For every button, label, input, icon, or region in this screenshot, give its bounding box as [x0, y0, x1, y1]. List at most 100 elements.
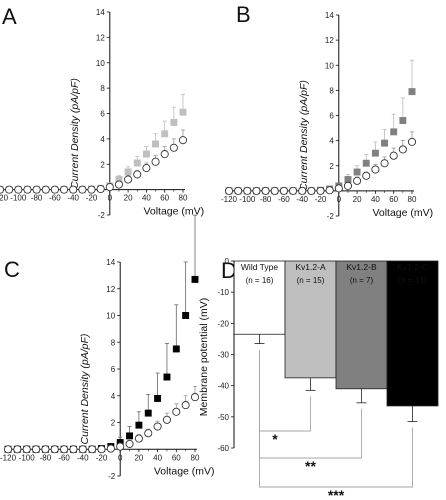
y-tick-label: 6 [100, 110, 105, 119]
y-axis-title: Current Density (pA/pF) [79, 334, 91, 445]
x-tick-label: 80 [408, 195, 417, 204]
x-tick-label: -100 [239, 195, 256, 204]
data-point-square [390, 128, 398, 136]
n-count-label: (n = 16) [246, 276, 274, 285]
y-axis-title: Current Density (pA/pF) [298, 80, 310, 191]
data-point-square [170, 118, 178, 126]
data-point-circle [142, 164, 151, 173]
x-tick-label: -60 [58, 453, 70, 462]
data-point-circle [23, 185, 32, 194]
data-point-circle [371, 165, 380, 174]
y-tick-label: 4 [329, 137, 334, 146]
panel-a: A -120-100 -80 -60 -40 -20 0 20 40 60 80 -2 2 4 6 8 10 1… [0, 4, 204, 220]
x-tick-label: -20 [86, 194, 98, 203]
panel-c: C -120 -100 -80 -60 -40 -20 0 20 40 60 80 -2 2 4 6 8 10 1… [0, 214, 215, 481]
data-point-circle [162, 415, 171, 424]
y-tick-label: 6 [329, 112, 334, 121]
data-point-circle [22, 445, 31, 454]
x-tick-label: -80 [31, 194, 43, 203]
y-tick-label: 14 [325, 11, 334, 20]
y-tick-label: 8 [329, 86, 334, 95]
data-point-square [182, 312, 190, 319]
y-tick-label: -2 [108, 472, 116, 481]
x-tick-label: 40 [142, 194, 151, 203]
data-point-square [399, 117, 407, 124]
y-tick-label: 8 [100, 84, 105, 93]
data-point-square [163, 373, 171, 381]
n-count-label: (n = 7) [350, 276, 374, 285]
category-label: Kv1.2-C [397, 262, 428, 272]
x-axis-title: Voltage (mV) [154, 465, 215, 477]
y-tick-label: 12 [106, 285, 115, 294]
x-tick-label: -40 [77, 453, 89, 462]
data-point-circle [407, 137, 417, 146]
significance-label: ** [305, 458, 316, 474]
data-point-circle [325, 186, 334, 195]
data-point-circle [224, 186, 234, 195]
data-point-circle [41, 185, 50, 194]
data-point-square [381, 139, 389, 147]
x-tick-label: 0 [118, 453, 123, 462]
data-point-square [353, 168, 361, 176]
data-point-circle [389, 151, 398, 160]
x-tick-label: -120 [0, 453, 17, 462]
y-tick-label: -2 [327, 212, 335, 221]
bar-y-tick-label: -20 [217, 319, 229, 328]
data-point-square [142, 150, 150, 158]
panel-b: B -120 -100 -80 -60 -40 -20 0 20 40 60 80 -2 2 4 6 8 10 1… [221, 2, 433, 221]
data-point-circle [316, 186, 325, 195]
data-point-square [172, 345, 180, 353]
bar-y-tick-label: -40 [217, 382, 229, 391]
x-tick-label: 20 [134, 453, 143, 462]
x-tick-label: -40 [296, 195, 308, 204]
data-point-circle [96, 184, 105, 194]
bar [233, 260, 286, 335]
data-point-square [135, 421, 143, 429]
bar-y-tick-label: -50 [217, 413, 229, 422]
data-point-circle [13, 445, 22, 454]
significance-label: *** [328, 487, 345, 500]
data-point-square [124, 168, 132, 176]
x-tick-label: -40 [67, 194, 79, 203]
data-point-circle [60, 185, 69, 194]
x-tick-label: -100 [10, 194, 27, 203]
data-point-square [144, 409, 152, 417]
data-point-circle [252, 186, 261, 195]
data-point-circle [78, 185, 87, 194]
y-tick-label: 6 [111, 365, 116, 374]
y-tick-label: 2 [111, 419, 116, 428]
data-point-circle [88, 445, 97, 454]
data-point-circle [124, 175, 133, 184]
data-point-circle [87, 185, 96, 194]
data-point-circle [334, 184, 343, 193]
data-point-circle [32, 445, 41, 454]
x-tick-label: -60 [278, 195, 290, 204]
data-point-square [126, 432, 133, 440]
data-point-circle [234, 186, 243, 195]
x-tick-label: -20 [315, 195, 327, 204]
data-point-circle [69, 185, 78, 194]
data-point-circle [160, 150, 169, 159]
significance-bracket [259, 353, 413, 488]
data-point-circle [0, 185, 5, 194]
data-point-circle [5, 185, 14, 194]
data-point-circle [14, 185, 23, 194]
x-tick-label: -80 [40, 453, 52, 462]
data-point-circle [380, 159, 389, 168]
data-point-square [154, 394, 162, 402]
x-tick-label: 80 [191, 453, 200, 462]
data-point-circle [243, 186, 252, 195]
data-point-circle [114, 180, 123, 189]
data-point-circle [190, 393, 200, 402]
x-axis-title: Voltage (mV) [372, 207, 433, 219]
bar-y-tick-label: -60 [217, 444, 229, 453]
data-point-square [362, 159, 370, 167]
data-point-circle [69, 445, 78, 454]
x-tick-label: 40 [371, 195, 380, 204]
data-point-circle [261, 186, 270, 195]
y-tick-label: 14 [106, 258, 115, 267]
y-axis-title: Current Density (pA/pF) [69, 78, 81, 189]
data-point-square [133, 159, 141, 167]
y-tick-label: 2 [100, 160, 105, 169]
